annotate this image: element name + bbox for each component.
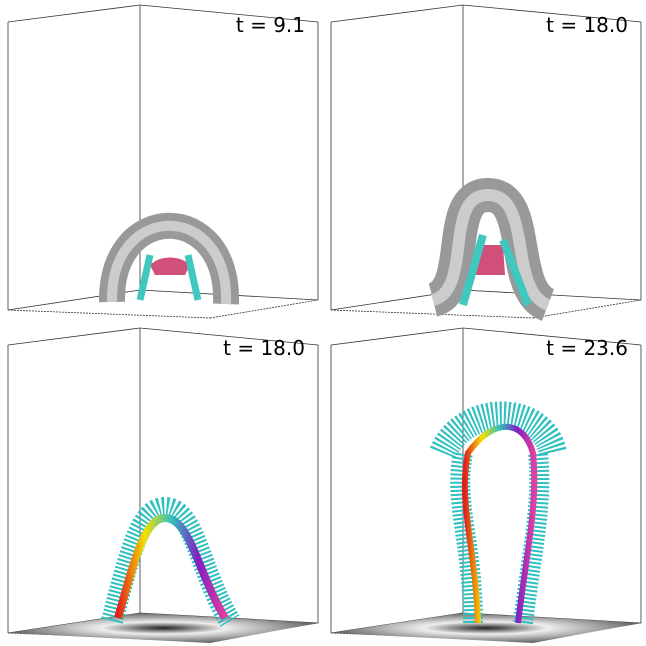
panel-label: t = 18.0 [223,336,305,360]
panel: t = 23.6 [331,328,641,643]
panel-label: t = 23.6 [546,336,628,360]
panel: t = 9.1 [8,5,318,318]
panel-label: t = 9.1 [236,13,305,37]
panel-label: t = 18.0 [546,13,628,37]
panel: t = 18.0 [8,328,318,643]
figure: t = 9.1 t = 18.0 t = 18.0 t = 23.6 [0,0,646,646]
panel: t = 18.0 [331,5,641,318]
